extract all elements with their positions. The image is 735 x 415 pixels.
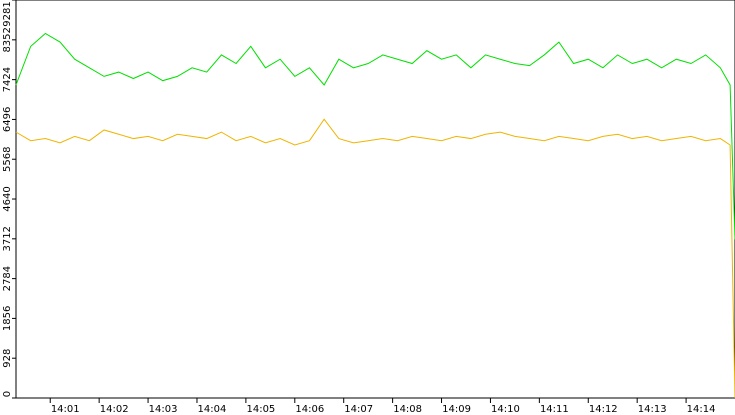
y-tick-label: 4640 bbox=[2, 186, 13, 211]
y-tick-label: 9281 bbox=[2, 1, 13, 26]
plot-frame bbox=[15, 0, 735, 399]
y-tick-label: 0 bbox=[2, 391, 13, 397]
y-tick-label: 6496 bbox=[2, 107, 13, 132]
y-tick-label: 5568 bbox=[2, 146, 13, 171]
x-tick-label: 14:01 bbox=[51, 404, 80, 415]
x-tick-label: 14:06 bbox=[295, 404, 324, 415]
x-tick-label: 14:07 bbox=[344, 404, 373, 415]
x-tick-label: 14:08 bbox=[393, 404, 422, 415]
series-line bbox=[15, 118, 735, 399]
x-tick-label: 14:09 bbox=[442, 404, 471, 415]
y-tick-label: 3712 bbox=[2, 226, 13, 251]
y-tick-label: 7424 bbox=[2, 67, 13, 92]
x-tick-label: 14:03 bbox=[149, 404, 178, 415]
x-tick-label: 14:10 bbox=[491, 404, 520, 415]
x-tick-label: 14:12 bbox=[589, 404, 618, 415]
y-tick-label: 1856 bbox=[2, 306, 13, 331]
x-tick-label: 14:05 bbox=[246, 404, 275, 415]
x-tick-label: 14:13 bbox=[638, 404, 667, 415]
y-tick-label: 8352 bbox=[2, 27, 13, 52]
x-tick-label: 14:02 bbox=[100, 404, 129, 415]
x-tick-label: 14:11 bbox=[540, 404, 569, 415]
y-tick-label: 2784 bbox=[2, 266, 13, 291]
x-tick-label: 14:14 bbox=[687, 404, 716, 415]
series-line bbox=[15, 32, 735, 240]
x-tick-label: 14:04 bbox=[198, 404, 227, 415]
y-tick-label: 928 bbox=[2, 349, 13, 368]
